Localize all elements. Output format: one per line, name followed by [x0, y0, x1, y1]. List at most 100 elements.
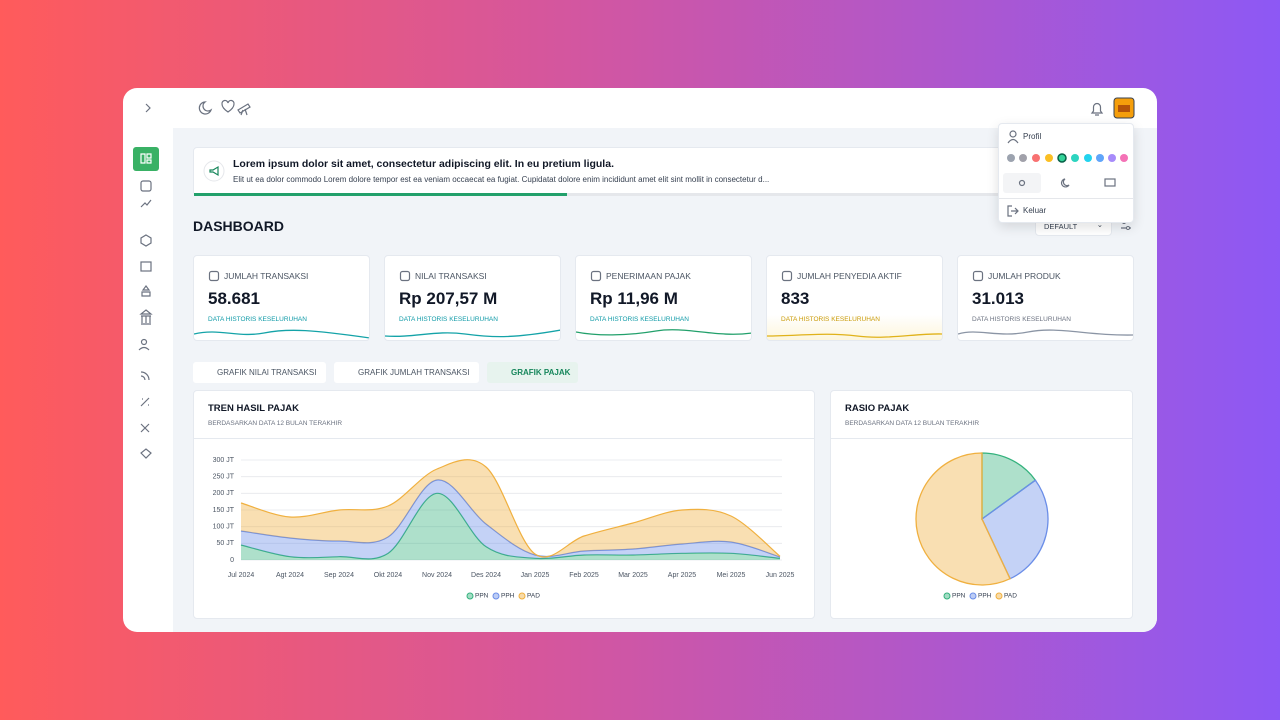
sparkline — [194, 329, 369, 339]
sparkline-line — [576, 329, 751, 336]
sparkline — [385, 329, 560, 338]
announce-icon — [203, 160, 225, 182]
x-tick-label: Jun 2025 — [766, 572, 795, 579]
content: Lorem ipsum dolor sit amet, consectetur … — [173, 128, 1157, 632]
x-tick-label: Mei 2025 — [717, 572, 746, 579]
stat-icon-shape — [590, 270, 602, 282]
sparkline — [576, 329, 751, 336]
system-mode-icon[interactable] — [1104, 178, 1116, 187]
x-tick-label: Sep 2024 — [324, 572, 354, 579]
dashboard-icon — [140, 153, 152, 164]
moon-icon[interactable] — [198, 101, 213, 115]
chart-subtitle: BERDASARKAN DATA 12 BULAN TERAKHIR — [208, 420, 343, 427]
stat-card: PENERIMAAN PAJAK Rp 11,96 M DATA HISTORIS … — [575, 255, 752, 341]
stat-label: PENERIMAAN PAJAK — [606, 271, 691, 281]
progress-track — [194, 193, 1132, 196]
y-tick-label: 100 JT — [213, 524, 235, 531]
legend-label: PPH — [978, 593, 992, 600]
tab[interactable]: GRAFIK JUMLAH TRANSAKSI — [334, 362, 479, 383]
menu-profile[interactable]: Profil — [1023, 132, 1042, 141]
bell-icon[interactable] — [1090, 102, 1104, 116]
legend-label: PPN — [952, 593, 966, 600]
stat-icon — [781, 270, 793, 282]
theme-colors — [1007, 153, 1128, 163]
top-bar — [145, 97, 1135, 119]
sparkline-line — [385, 329, 560, 338]
sparkline — [767, 333, 942, 338]
announcement: Lorem ipsum dolor sit amet, consectetur … — [193, 147, 1133, 196]
y-tick-label: 150 JT — [213, 507, 235, 514]
progress-fill — [194, 193, 567, 196]
telescope-icon[interactable] — [237, 103, 251, 116]
legend-swatch — [943, 592, 951, 600]
legend-swatch — [492, 592, 500, 600]
announce-body: Elit ut ea dolor commodo Lorem dolore te… — [233, 175, 770, 184]
stat-note: DATA HISTORIS KESELURUHAN — [972, 316, 1071, 323]
menu-logout[interactable]: Keluar — [1023, 206, 1047, 215]
stat-icon — [972, 270, 984, 282]
chart-title: RASIO PAJAK — [845, 403, 910, 414]
legend-swatch — [969, 592, 977, 600]
legend-swatch — [518, 592, 526, 600]
user-icon — [1007, 130, 1019, 144]
stat-value: 58.681 — [208, 289, 260, 308]
x-tick-label: Nov 2024 — [422, 572, 452, 579]
chart-title: TREN HASIL PAJAK — [208, 403, 299, 414]
stat-label: JUMLAH TRANSAKSI — [224, 271, 309, 281]
x-tick-label: Agt 2024 — [276, 572, 304, 579]
pie-chart: PPN PPH PAD — [915, 452, 1049, 600]
y-tick-label: 0 — [230, 557, 234, 564]
stat-icon-shape — [972, 270, 984, 282]
legend-label: PPN — [475, 593, 489, 600]
pie-slice — [981, 479, 1049, 580]
x-tick-label: Des 2024 — [471, 572, 501, 579]
stat-note: DATA HISTORIS KESELURUHAN — [208, 316, 307, 323]
y-tick-label: 300 JT — [213, 457, 235, 464]
chevron: ⌄ — [1096, 220, 1103, 229]
mode-selected[interactable] — [1003, 173, 1041, 193]
area-chart-card: TREN HASIL PAJAK BERDASARKAN DATA 12 BUL… — [193, 390, 815, 619]
stat-note: DATA HISTORIS KESELURUHAN — [781, 316, 880, 323]
page-title: DASHBOARD — [193, 218, 284, 234]
area-fill — [241, 459, 780, 558]
heart-icon[interactable] — [221, 99, 235, 113]
y-tick-label: 50 JT — [216, 540, 234, 547]
tab[interactable]: GRAFIK NILAI TRANSAKSI — [193, 362, 326, 383]
legend-label: PAD — [527, 593, 540, 600]
area-line — [240, 459, 781, 558]
moon-mode-icon[interactable] — [1061, 178, 1070, 188]
announce-title: Lorem ipsum dolor sit amet, consectetur … — [233, 158, 614, 170]
nav-active[interactable] — [133, 147, 159, 171]
stat-card: JUMLAH PENYEDIA AKTIF 833 DATA HISTORIS KE… — [766, 255, 943, 341]
stat-icon — [208, 270, 220, 282]
color-swatches[interactable] — [1007, 153, 1128, 163]
stat-card: JUMLAH TRANSAKSI 58.681 DATA HISTORIS KESE… — [193, 255, 370, 341]
legend-swatch — [995, 592, 1003, 600]
sidebar — [133, 147, 159, 459]
sparkline-line — [958, 329, 1133, 336]
sparkline-line — [767, 333, 942, 338]
stat-card: JUMLAH PRODUK 31.013 DATA HISTORIS KESELUR… — [957, 255, 1134, 341]
stat-icon-shape — [208, 270, 220, 282]
sun-icon[interactable] — [1018, 179, 1026, 187]
x-tick-label: Mar 2025 — [618, 572, 648, 579]
x-tick-label: Jul 2024 — [228, 572, 255, 579]
menu-divider — [999, 198, 1133, 199]
pie-slice — [981, 452, 1037, 521]
legend-label: PAD — [1004, 593, 1017, 600]
stat-value: Rp 207,57 M — [399, 289, 498, 308]
stat-value: 833 — [781, 289, 810, 308]
stat-icon-shape — [781, 270, 793, 282]
stat-icon — [399, 270, 411, 282]
nav-icons[interactable] — [138, 180, 153, 459]
expand-icon[interactable] — [145, 103, 151, 113]
x-tick-label: Apr 2025 — [668, 572, 697, 579]
sparkline — [958, 329, 1133, 336]
tab[interactable]: GRAFIK PAJAK — [487, 362, 578, 383]
app-window: Lorem ipsum dolor sit amet, consectetur … — [123, 88, 1157, 632]
theme-modes — [1003, 173, 1116, 193]
area-line — [240, 492, 781, 560]
avatar-glyph — [1118, 105, 1130, 112]
stat-label: JUMLAH PENYEDIA AKTIF — [797, 271, 902, 281]
